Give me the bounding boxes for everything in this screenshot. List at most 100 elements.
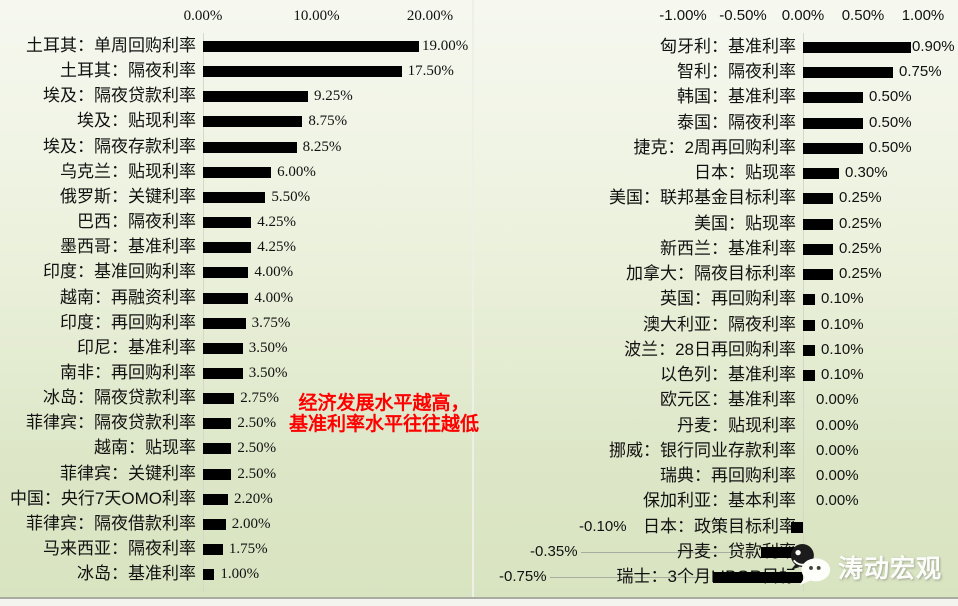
category-label: 土耳其：隔夜利率: [60, 61, 196, 81]
value-label: 0.50%: [869, 88, 912, 106]
value-label: -0.10%: [579, 517, 627, 535]
bar: [803, 92, 863, 104]
value-label: 2.50%: [237, 465, 277, 482]
bar: [803, 294, 815, 306]
bar: [203, 141, 297, 153]
value-label: 0.50%: [869, 138, 912, 156]
annotation-line2: 基准利率水平往往越低: [288, 414, 479, 435]
bar: [203, 342, 243, 354]
value-label: 0.90%: [912, 38, 955, 55]
value-label: 6.00%: [277, 163, 316, 180]
bar: [203, 191, 266, 203]
bar: [203, 217, 252, 229]
value-label: 0.25%: [839, 214, 882, 232]
value-label: 5.50%: [271, 188, 311, 205]
bar: [203, 317, 246, 329]
bar: [803, 142, 863, 154]
axis-tick-label: 10.00%: [293, 8, 340, 24]
watermark-label: 涛动宏观: [838, 555, 943, 583]
value-label: 0.10%: [821, 315, 864, 333]
category-label: 挪威：银行同业存款利率: [609, 440, 796, 460]
category-label: 丹麦：贴现利率: [677, 415, 796, 435]
bar: [203, 418, 232, 430]
value-label: 1.75%: [228, 541, 268, 557]
bar: [803, 269, 833, 281]
value-label: 0.00%: [816, 416, 859, 434]
category-label: 日本：贴现率: [694, 163, 796, 183]
axis-tick-label: 0.00%: [183, 8, 223, 24]
value-label: 3.50%: [248, 339, 288, 356]
axis-tick-label: -0.50%: [719, 7, 767, 24]
axis-tick-label: 1.00%: [901, 7, 945, 24]
value-label: 3.50%: [248, 364, 288, 381]
value-label: 0.00%: [816, 492, 859, 510]
category-label: 匈牙利：基准利率: [660, 37, 796, 56]
category-label: 澳大利亚：隔夜利率: [643, 314, 796, 334]
category-label: 菲律宾：隔夜借款利率: [26, 513, 196, 533]
value-label: 0.25%: [839, 239, 882, 257]
category-label: 欧元区：基准利率: [660, 390, 796, 410]
chart-divider-line: [472, 0, 474, 597]
category-label: 美国：贴现率: [694, 213, 796, 233]
category-label: 冰岛：隔夜贷款利率: [43, 388, 196, 408]
category-label: 瑞典：再回购利率: [660, 466, 796, 486]
bar: [203, 91, 308, 103]
bar: [203, 443, 232, 455]
value-label: 2.50%: [237, 440, 277, 457]
value-label: 17.50%: [407, 63, 454, 80]
category-label: 英国：再回购利率: [660, 289, 796, 309]
bar: [203, 468, 232, 480]
value-label: 2.75%: [240, 390, 279, 407]
category-label: 墨西哥：基准利率: [60, 237, 196, 257]
bar: [203, 66, 402, 78]
category-label: 丹麦：贷款利率: [677, 541, 796, 561]
value-label: -0.75%: [499, 568, 547, 586]
value-label: 2.00%: [231, 515, 271, 532]
category-label: 波兰：28日再回购利率: [624, 339, 796, 359]
bar: [791, 521, 803, 533]
wechat-icon: [790, 544, 831, 586]
value-label: 8.25%: [302, 138, 342, 155]
value-label: 0.00%: [816, 467, 859, 485]
category-label: 韩国：基准利率: [677, 87, 796, 107]
value-label: 8.75%: [308, 113, 348, 130]
value-label: 1.00%: [220, 566, 260, 583]
category-label: 越南：再融资利率: [60, 287, 196, 307]
bar: [203, 242, 252, 254]
value-label: 0.10%: [821, 366, 864, 384]
axis-tick-label: -1.00%: [659, 7, 707, 24]
bar: [803, 117, 863, 129]
annotation-line1: 经济发展水平越高，: [298, 393, 470, 414]
category-label: 中国：央行7天OMO利率: [9, 488, 196, 508]
bar: [713, 572, 803, 584]
bar: [803, 370, 815, 382]
bar: [203, 569, 215, 581]
value-label: 0.00%: [816, 391, 859, 409]
category-label: 俄罗斯：关键利率: [60, 186, 196, 206]
category-label: 埃及：贴现利率: [77, 111, 196, 131]
watermark: 涛动宏观: [788, 542, 948, 592]
category-label: 菲律宾：隔夜贷款利率: [26, 413, 196, 433]
annotation-text: 经济发展水平越高， 基准利率水平往往越低: [282, 393, 486, 435]
bar: [203, 393, 235, 405]
bar: [203, 518, 226, 530]
value-label: 2.20%: [233, 490, 273, 507]
leader-line: [581, 551, 758, 553]
category-label: 加拿大：隔夜目标利率: [626, 264, 796, 284]
value-label: 2.50%: [237, 415, 277, 432]
value-label: 0.25%: [839, 189, 882, 207]
category-label: 印度：基准回购利率: [43, 262, 196, 282]
bar: [803, 67, 893, 79]
bar: [803, 193, 833, 205]
value-label: -0.35%: [530, 542, 578, 560]
value-label: 4.00%: [254, 289, 294, 306]
category-label: 印度：再回购利率: [60, 312, 196, 332]
category-label: 新西兰：基准利率: [660, 238, 796, 258]
bar: [203, 493, 228, 505]
bar: [803, 344, 815, 356]
bar: [803, 243, 833, 255]
value-label: 19.00%: [422, 38, 469, 54]
value-label: 4.25%: [257, 239, 296, 256]
left-rate-chart: 0.00% 10.00% 20.00% 土耳其：单周回购利率 19.00% 土耳其：隔夜利…: [0, 0, 473, 597]
